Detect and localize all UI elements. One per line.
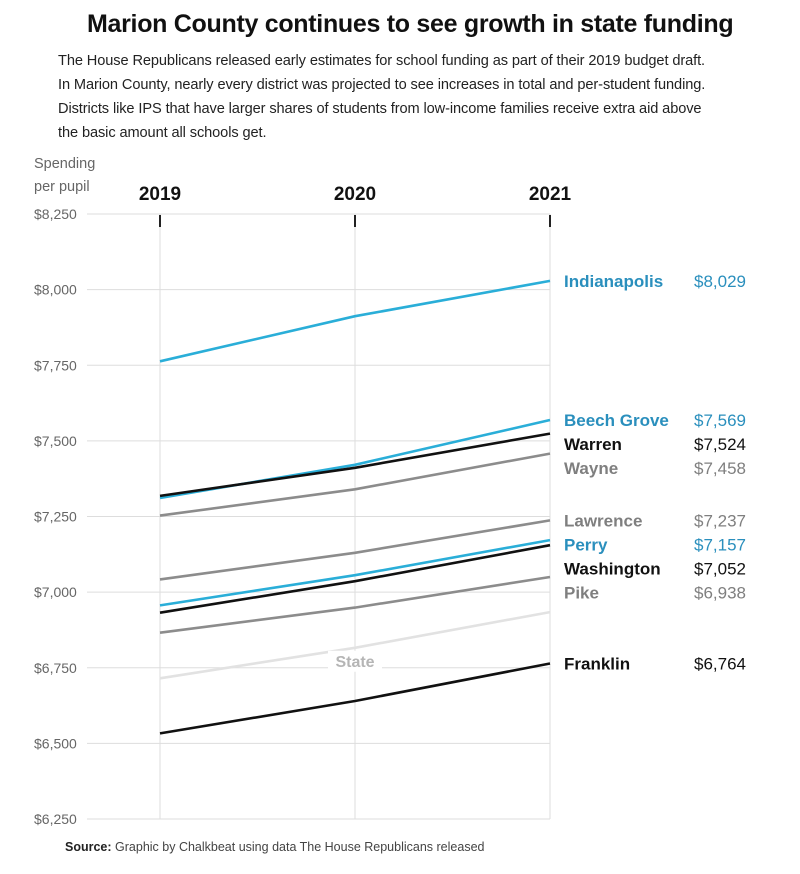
gridlines	[87, 213, 551, 820]
y-axis-label-line-1: Spending	[34, 156, 95, 172]
series-value-pike: $6,938	[694, 583, 746, 602]
y-tick-label: $6,250	[34, 811, 77, 827]
series-line-wayne	[159, 452, 551, 517]
description-line: Districts like IPS that have larger shar…	[58, 101, 702, 117]
description-line: The House Republicans released early est…	[58, 53, 706, 69]
chart-title: Marion County continues to see growth in…	[87, 10, 734, 38]
series-line-washington	[159, 543, 551, 614]
series-line-franklin	[159, 662, 551, 735]
y-tick-label: $6,750	[34, 660, 77, 676]
series-label-wayne: Wayne	[564, 459, 618, 478]
series-value-indianapolis: $8,029	[694, 272, 746, 291]
series-line-state	[159, 610, 551, 680]
series-label-pike: Pike	[564, 583, 599, 602]
series-labels: Indianapolis $8,029 Beech Grove $7,569 Warre…	[328, 272, 746, 674]
y-tick-label: $6,500	[34, 735, 77, 751]
series-label-state: State	[335, 654, 374, 671]
series-value-perry: $7,157	[694, 535, 746, 554]
series-line-perry	[159, 538, 551, 607]
series-label-indianapolis: Indianapolis	[564, 272, 663, 291]
series-value-franklin: $6,764	[694, 655, 746, 674]
x-tick-label: 2019	[139, 184, 181, 205]
y-tick-label: $7,750	[34, 357, 77, 373]
y-tick-label: $8,000	[34, 282, 77, 298]
y-tick-label: $7,000	[34, 584, 77, 600]
y-tick-label: $7,250	[34, 509, 77, 525]
x-tick-label: 2020	[334, 184, 376, 205]
series-label-lawrence: Lawrence	[564, 511, 642, 530]
description-line: the basic amount all schools get.	[58, 125, 267, 141]
series-value-lawrence: $7,237	[694, 511, 746, 530]
x-tick-label: 2021	[529, 184, 572, 205]
source-text: Graphic by Chalkbeat using data The Hous…	[115, 840, 485, 854]
series-label-perry: Perry	[564, 535, 608, 554]
series-value-washington: $7,052	[694, 559, 746, 578]
state-label-halo	[328, 650, 382, 672]
series-label-washington: Washington	[564, 559, 661, 578]
series-line-pike	[159, 575, 551, 634]
description-line: In Marion County, nearly every district …	[58, 77, 706, 93]
y-axis-label-line-2: per pupil	[34, 179, 90, 195]
y-tick-label: $8,250	[34, 206, 77, 222]
series-value-warren: $7,524	[694, 435, 746, 454]
source-footer: Source: Graphic by Chalkbeat using data …	[65, 840, 484, 854]
chart-description: The House Republicans released early est…	[58, 49, 778, 145]
series-label-beech-grove: Beech Grove	[564, 411, 669, 430]
series-lines	[159, 279, 551, 735]
y-axis-ticks: $8,250 $8,000 $7,750 $7,500 $7,250 $7,000 $6,7…	[34, 206, 77, 827]
x-axis: 2019 2020 2021	[139, 184, 572, 227]
source-label: Source:	[65, 840, 112, 854]
series-label-franklin: Franklin	[564, 655, 630, 674]
series-value-wayne: $7,458	[694, 459, 746, 478]
series-label-warren: Warren	[564, 435, 622, 454]
y-tick-label: $7,500	[34, 433, 77, 449]
series-value-beech-grove: $7,569	[694, 411, 746, 430]
series-line-indianapolis	[159, 279, 551, 363]
